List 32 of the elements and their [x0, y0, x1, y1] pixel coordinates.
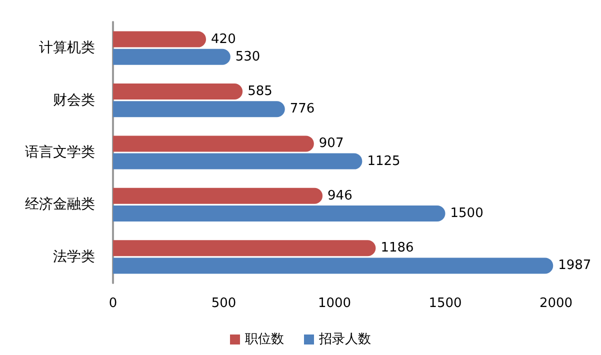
- data-label: 1500: [450, 206, 484, 221]
- data-label: 776: [290, 102, 315, 117]
- bar: [113, 258, 554, 274]
- y-tick-label: 计算机类: [39, 40, 95, 56]
- data-label: 1987: [558, 258, 592, 274]
- bar: [113, 153, 362, 170]
- bar: [113, 206, 446, 222]
- data-label: 585: [248, 84, 272, 99]
- data-label: 420: [211, 32, 236, 47]
- bar: [113, 188, 323, 204]
- x-tick-label: 1500: [428, 296, 462, 311]
- y-tick-label: 语言文学类: [25, 144, 95, 160]
- legend-label: 职位数: [245, 332, 284, 347]
- bar: [113, 136, 314, 152]
- bar: [113, 84, 243, 100]
- y-tick-label: 法学类: [53, 248, 95, 265]
- bar: [113, 240, 376, 256]
- legend-label: 招录人数: [318, 332, 371, 347]
- x-tick-label: 2000: [539, 296, 573, 311]
- bar: [113, 48, 230, 65]
- x-tick-label: 0: [108, 296, 118, 311]
- y-tick-label: 经济金融类: [25, 196, 95, 213]
- bar: [113, 31, 206, 48]
- data-label: 946: [328, 188, 352, 204]
- data-label: 1186: [380, 240, 414, 256]
- x-tick-label: 1000: [318, 296, 352, 311]
- y-tick-label: 财会类: [53, 92, 95, 108]
- data-label: 907: [318, 136, 344, 152]
- data-label: 1125: [367, 154, 400, 169]
- data-label: 530: [235, 49, 260, 64]
- bar: [113, 101, 285, 118]
- x-tick-label: 500: [211, 296, 236, 311]
